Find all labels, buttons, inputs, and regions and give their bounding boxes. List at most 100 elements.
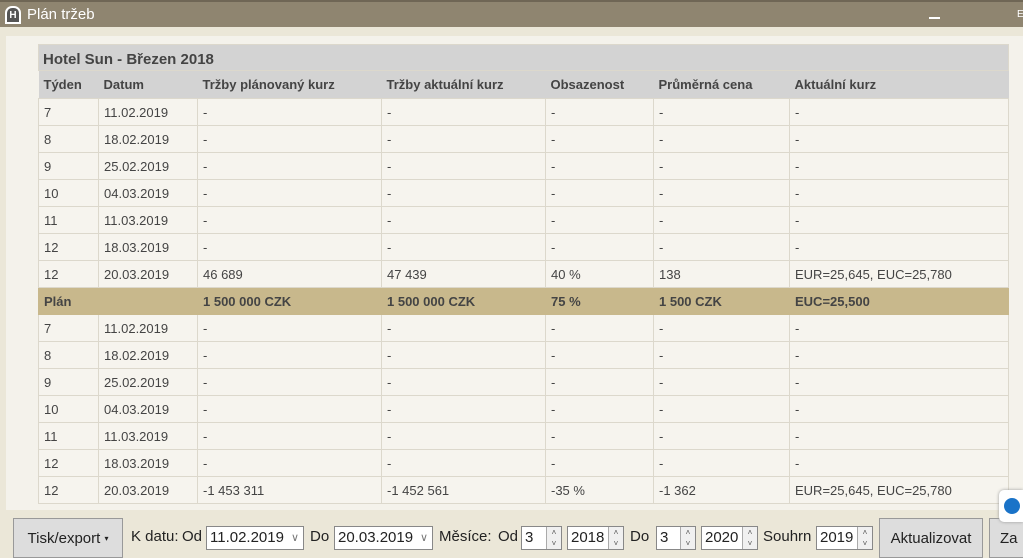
table-cell: - [197, 395, 382, 423]
spinner-icon[interactable]: ˄ ˅ [680, 527, 695, 549]
print-export-label: Tisk/export [27, 529, 101, 547]
table-cell: - [197, 152, 382, 180]
table-row: 12 20.03.2019 -1 453 311 -1 452 561 -35 % -1 … [38, 476, 1010, 504]
table-cell: - [788, 449, 1010, 477]
minimize-button[interactable] [929, 17, 940, 19]
table-cell: 9 [38, 152, 99, 180]
table-cell: 47 439 [381, 260, 546, 288]
table-cell: EUC=25,500 [788, 287, 1010, 315]
table-cell: 46 689 [197, 260, 382, 288]
table-cell: - [197, 368, 382, 396]
table-cell: - [545, 449, 654, 477]
table-cell: 04.03.2019 [98, 395, 198, 423]
toolbar: Tisk/export ▾ K datu: Od 11.02.2019 ∨ Do … [0, 518, 1023, 558]
table-cell: -35 % [545, 476, 654, 504]
souhrn-year-value: 2019 [820, 529, 854, 546]
table-cell: 12 [38, 449, 99, 477]
table-cell: 11.03.2019 [98, 206, 198, 234]
table-cell: - [653, 314, 790, 342]
table-cell: - [381, 206, 546, 234]
report-title: Hotel Sun - Březen 2018 [37, 44, 1010, 71]
column-header: Aktuální kurz [789, 70, 1009, 99]
table-cell: - [653, 179, 790, 207]
table-cell: - [197, 206, 382, 234]
spinner-icon[interactable]: ˄ ˅ [742, 527, 757, 549]
year-from-value: 2018 [571, 529, 605, 546]
mesice-label: Měsíce: [439, 528, 492, 545]
date-to-select[interactable]: 20.03.2019 ∨ [334, 526, 433, 550]
date-from-value: 11.02.2019 [210, 529, 284, 546]
table-row: 12 18.03.2019- - - - - [38, 233, 1010, 261]
table-cell [98, 287, 198, 315]
table-cell: 1 500 CZK [653, 287, 790, 315]
table-cell: EUR=25,645, EUC=25,780 [788, 260, 1010, 288]
table-cell: - [197, 98, 382, 126]
table-cell: 20.03.2019 [98, 476, 198, 504]
teamviewer-icon[interactable] [999, 490, 1023, 522]
month-from-stepper[interactable]: 3 ˄ ˅ [521, 526, 562, 550]
table-cell: 1 500 000 CZK [197, 287, 382, 315]
table-cell: 9 [38, 368, 99, 396]
print-export-button[interactable]: Tisk/export ▾ [13, 518, 123, 558]
table-row: 12 20.03.2019 46 689 47 439 40 % 138 EUR=25,64… [38, 260, 1010, 288]
table-cell: - [653, 341, 790, 369]
table-cell: - [653, 449, 790, 477]
table-cell: - [545, 422, 654, 450]
od-label: Od [182, 528, 203, 545]
month-to-stepper[interactable]: 3 ˄ ˅ [656, 526, 696, 550]
title-right-text: E [1017, 9, 1023, 20]
table-cell: 11.02.2019 [98, 314, 198, 342]
table-cell: - [545, 206, 654, 234]
close-button[interactable]: Za [989, 518, 1023, 558]
table-cell: - [381, 125, 546, 153]
table-cell: 8 [38, 125, 99, 153]
table-cell: - [545, 152, 654, 180]
year-to-value: 2020 [705, 529, 739, 546]
table-row: 8 18.02.2019- - - - - [38, 125, 1010, 153]
table-cell: - [545, 233, 654, 261]
table-cell: - [197, 341, 382, 369]
table-cell: 18.02.2019 [98, 125, 198, 153]
table-cell: 25.02.2019 [98, 368, 198, 396]
table-cell: - [653, 368, 790, 396]
table-cell: - [381, 368, 546, 396]
column-header: Tržby aktuální kurz [381, 70, 546, 99]
spinner-icon[interactable]: ˄ ˅ [608, 527, 623, 549]
table-cell: 11 [38, 422, 99, 450]
chevron-down-icon: ∨ [290, 532, 299, 544]
table-cell: -1 362 [653, 476, 790, 504]
title-bar: H Plán tržeb E [0, 0, 1023, 27]
table-row: 9 25.02.2019- - - - - [38, 152, 1010, 180]
column-header: Obsazenost [545, 70, 654, 99]
do-label-2: Do [630, 528, 650, 545]
k-datu-label: K datu: [131, 528, 179, 545]
souhrn-year-stepper[interactable]: 2019 ˄ ˅ [816, 526, 873, 550]
update-button[interactable]: Aktualizovat [879, 518, 983, 558]
date-from-select[interactable]: 11.02.2019 ∨ [206, 526, 304, 550]
table-cell: EUR=25,645, EUC=25,780 [788, 476, 1010, 504]
table-cell: - [788, 368, 1010, 396]
table-cell: - [381, 233, 546, 261]
table-cell: 12 [38, 233, 99, 261]
year-to-stepper[interactable]: 2020 ˄ ˅ [701, 526, 758, 550]
table-row: 10 04.03.2019- - - - - [38, 395, 1010, 423]
spinner-icon[interactable]: ˄ ˅ [546, 527, 561, 549]
table-cell: 40 % [545, 260, 654, 288]
column-header: Datum [98, 70, 198, 99]
table-cell: - [381, 449, 546, 477]
spinner-icon[interactable]: ˄ ˅ [857, 527, 872, 549]
column-header: Tržby plánovaný kurz [197, 70, 382, 99]
table-cell: - [788, 395, 1010, 423]
table-cell: 12 [38, 476, 99, 504]
table-cell: 10 [38, 179, 99, 207]
table-cell: - [545, 125, 654, 153]
table-cell: - [788, 314, 1010, 342]
table-cell: - [545, 179, 654, 207]
plan-row: Plán 1 500 000 CZK 1 500 000 CZK 75 % 1 500 … [38, 287, 1010, 315]
year-from-stepper[interactable]: 2018 ˄ ˅ [567, 526, 624, 550]
table-row: 11 11.03.2019- - - - - [38, 206, 1010, 234]
table-cell: - [653, 152, 790, 180]
table-cell: - [381, 179, 546, 207]
table-cell: 7 [38, 98, 99, 126]
window-title: Plán tržeb [27, 6, 95, 23]
